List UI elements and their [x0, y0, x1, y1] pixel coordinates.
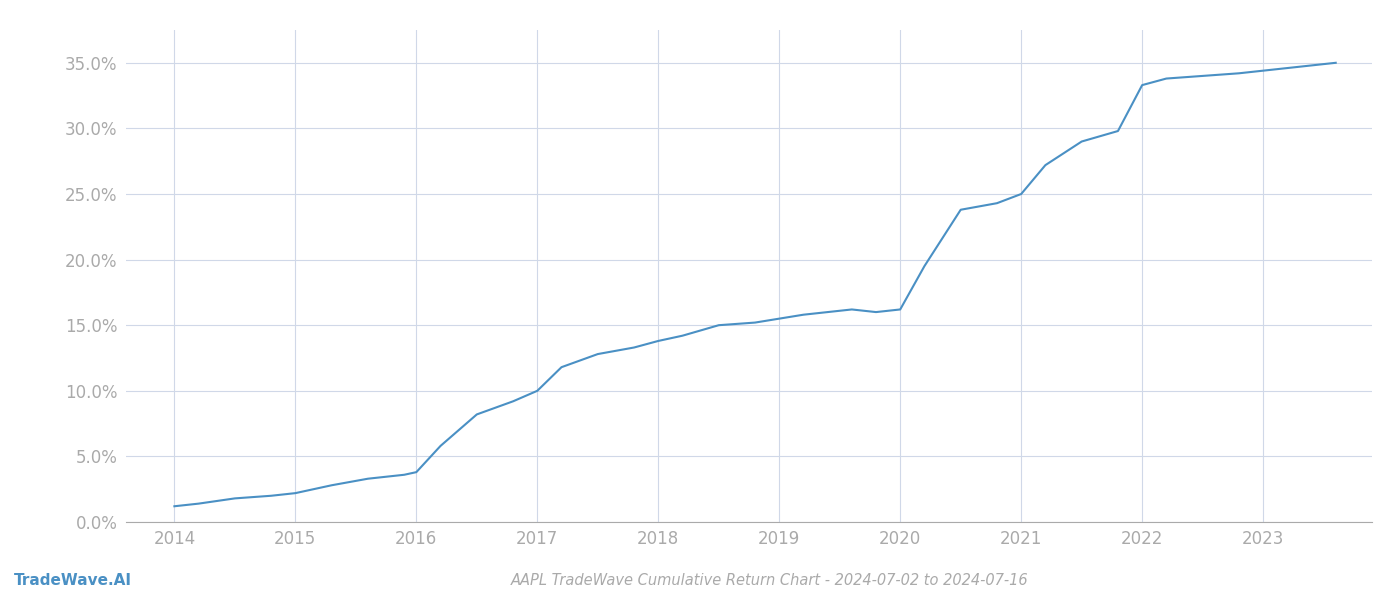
- Text: AAPL TradeWave Cumulative Return Chart - 2024-07-02 to 2024-07-16: AAPL TradeWave Cumulative Return Chart -…: [511, 573, 1029, 588]
- Text: TradeWave.AI: TradeWave.AI: [14, 573, 132, 588]
